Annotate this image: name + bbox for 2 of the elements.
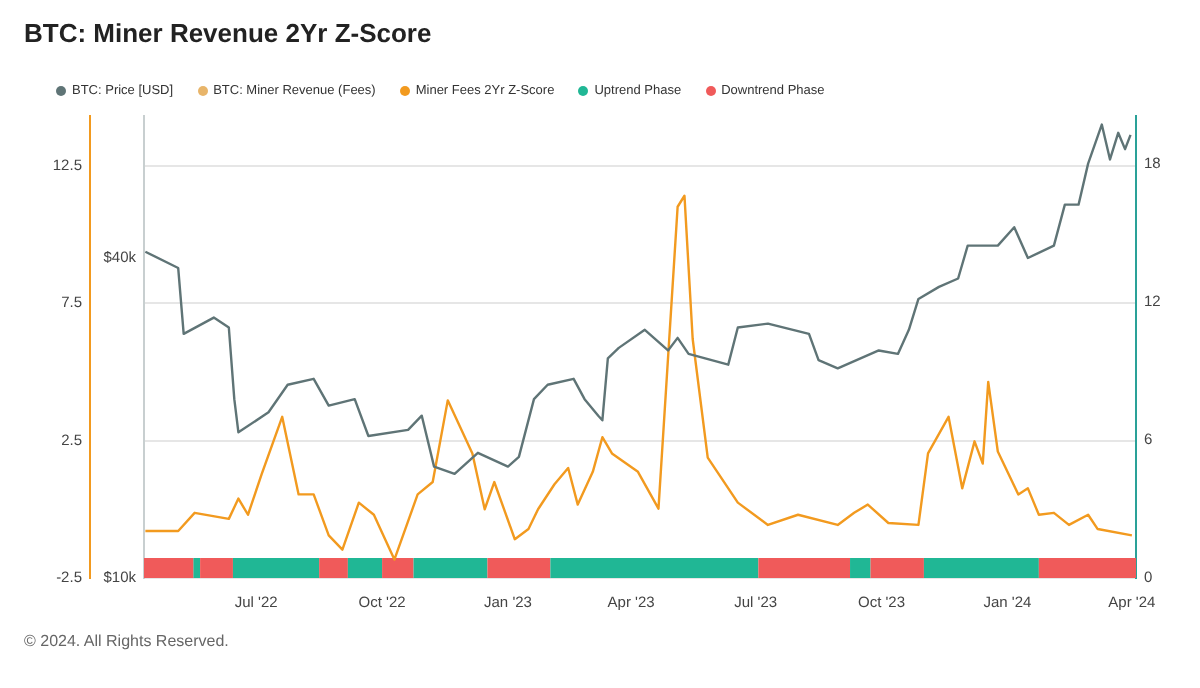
text: © 2024. All Rights Reserved. <box>24 632 229 650</box>
chart-title: BTC: Miner Revenue 2Yr Z-Score <box>24 18 432 48</box>
